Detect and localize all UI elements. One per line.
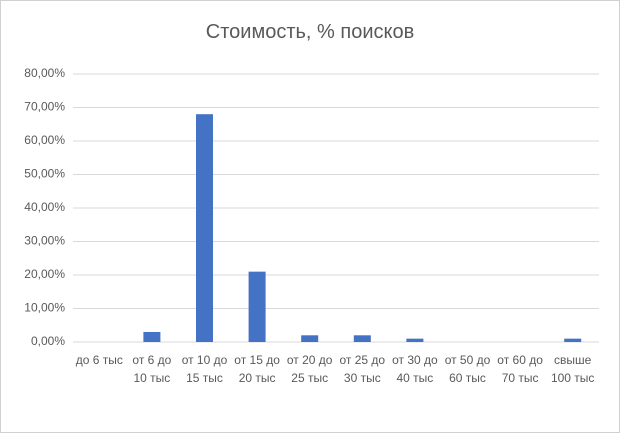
bar xyxy=(353,335,371,342)
x-tick-label: от 60 до 70 тыс xyxy=(497,353,543,385)
bar xyxy=(143,331,161,342)
x-tick-label: от 30 до 40 тыс xyxy=(392,353,438,385)
bar xyxy=(301,335,319,342)
y-tick-label: 30,00% xyxy=(24,234,65,248)
bar xyxy=(564,338,582,342)
x-tick-label: свыше 100 тыс xyxy=(550,353,595,385)
bar xyxy=(248,271,266,342)
y-tick-label: 0,00% xyxy=(31,334,65,348)
y-tick-label: 70,00% xyxy=(24,100,65,114)
x-tick-label: от 10 до 15 тыс xyxy=(181,353,228,385)
chart-title: Стоимость, % поисков xyxy=(205,21,415,43)
x-tick-label: до 6 тыс xyxy=(75,353,123,367)
y-tick-label: 80,00% xyxy=(24,66,65,80)
y-tick-label: 60,00% xyxy=(24,133,65,147)
y-tick-label: 40,00% xyxy=(24,200,65,214)
y-tick-label: 10,00% xyxy=(24,301,65,315)
bar xyxy=(406,338,424,342)
x-tick-label: от 20 до 25 тыс xyxy=(286,353,333,385)
x-tick-label: от 25 до 30 тыс xyxy=(339,353,386,385)
x-tick-label: от 50 до 60 тыс xyxy=(444,353,491,385)
y-tick-label: 20,00% xyxy=(24,267,65,281)
y-tick-label: 50,00% xyxy=(24,167,65,181)
x-tick-label: от 15 до 20 тыс xyxy=(234,353,280,385)
bar xyxy=(196,114,213,342)
x-tick-label: от 6 до 10 тыс xyxy=(132,353,172,385)
